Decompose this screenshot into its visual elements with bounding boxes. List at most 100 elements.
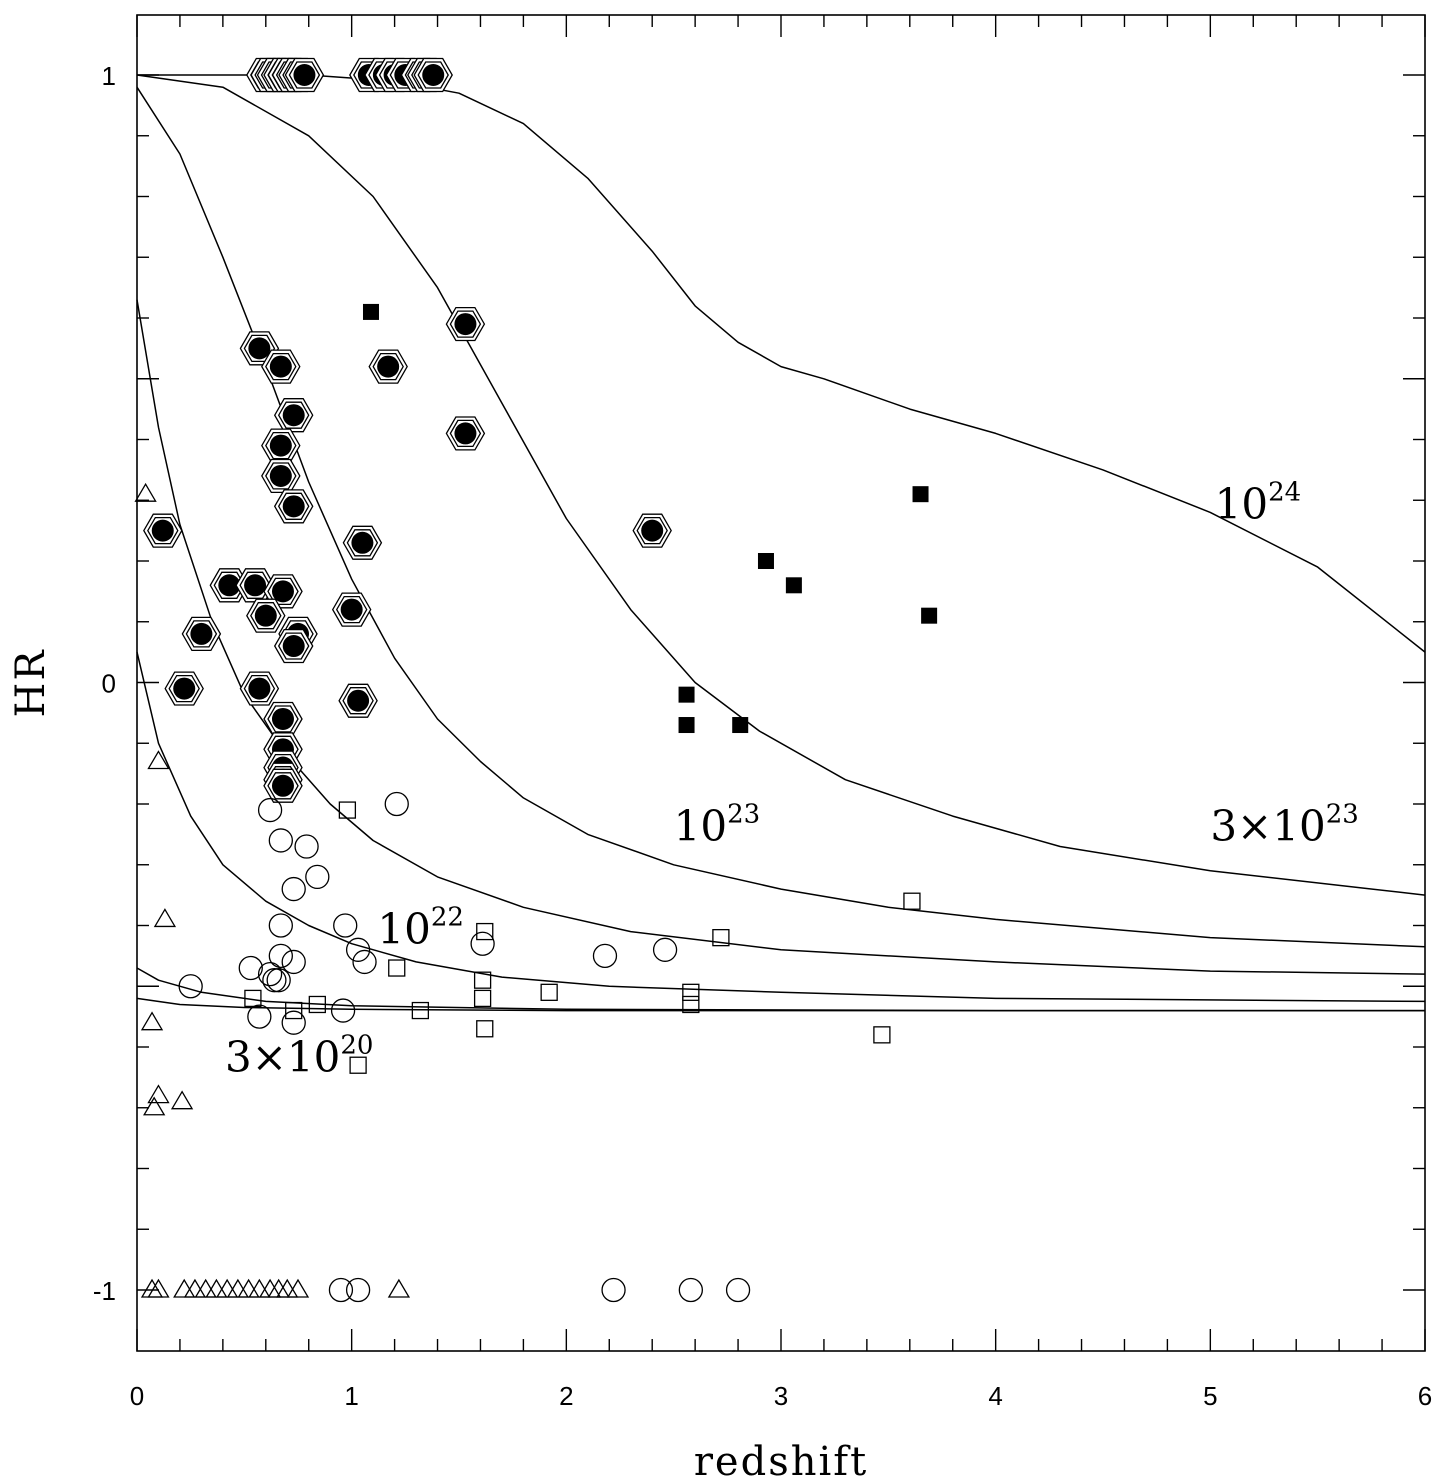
open-circle-marker bbox=[247, 1004, 272, 1029]
open-square-marker bbox=[540, 983, 558, 1001]
curve-label-3e23: 3×1023 bbox=[1210, 799, 1358, 850]
x-tick-label: 2 bbox=[559, 1381, 573, 1411]
hexdot-marker bbox=[273, 398, 314, 433]
tick-labels: 0 1 2 3 4 5 6 -1 0 1 bbox=[93, 61, 1432, 1411]
open-triangle-marker bbox=[147, 1084, 170, 1104]
open-triangle-marker bbox=[147, 1278, 170, 1298]
hexdot-marker bbox=[331, 592, 372, 627]
open-circle-marker bbox=[328, 1277, 354, 1303]
curve-label-1e24: 1024 bbox=[1215, 477, 1302, 528]
open-triangle-marker bbox=[226, 1278, 250, 1298]
open-triangle-marker bbox=[170, 1090, 194, 1110]
open-triangle-marker bbox=[286, 1278, 310, 1298]
hexdot-marker bbox=[273, 489, 314, 524]
x-tick-label: 5 bbox=[1203, 1381, 1217, 1411]
hexdot-marker bbox=[239, 671, 280, 706]
open-circle-marker bbox=[330, 998, 356, 1023]
open-circle-marker bbox=[266, 968, 291, 993]
curve-3e23 bbox=[136, 74, 1426, 896]
open-square-marker bbox=[388, 959, 406, 977]
hexdot-marker bbox=[181, 616, 222, 652]
hexdot-marker bbox=[445, 306, 486, 342]
open-circle-marker bbox=[470, 931, 495, 956]
open-circle-marker bbox=[294, 834, 319, 859]
open-triangle-marker bbox=[216, 1278, 239, 1298]
data-points bbox=[134, 57, 938, 1303]
hexdot-marker bbox=[342, 525, 383, 560]
open-circle-marker bbox=[725, 1277, 751, 1303]
open-square-marker bbox=[308, 995, 326, 1014]
hexdot-marker bbox=[263, 701, 303, 737]
open-circle-marker bbox=[268, 943, 293, 969]
open-circle-marker bbox=[238, 955, 263, 981]
plot-frame bbox=[136, 14, 1426, 1352]
curve-1e22 bbox=[136, 651, 1426, 1003]
open-circle-marker bbox=[281, 1010, 306, 1035]
y-tick-label: 1 bbox=[102, 61, 116, 91]
hexdot-marker bbox=[273, 628, 314, 664]
open-circle-marker bbox=[652, 937, 678, 962]
hexdot-marker bbox=[338, 683, 378, 718]
hexdot-marker bbox=[261, 428, 301, 463]
filled-square-marker bbox=[732, 717, 749, 734]
open-circle-marker bbox=[281, 876, 306, 902]
open-circle-marker bbox=[345, 1277, 371, 1303]
open-triangle-marker bbox=[194, 1278, 217, 1298]
open-circle-marker bbox=[281, 949, 306, 975]
hexdot-marker bbox=[413, 57, 453, 93]
open-circle-marker bbox=[268, 913, 293, 938]
open-triangle-marker bbox=[147, 750, 170, 770]
filled-square-marker bbox=[785, 577, 802, 594]
curve-1e23 bbox=[136, 86, 1426, 948]
open-circle-marker bbox=[268, 828, 293, 853]
x-tick-label: 0 bbox=[130, 1381, 144, 1411]
x-tick-label: 1 bbox=[344, 1381, 358, 1411]
open-square-marker bbox=[682, 995, 700, 1014]
axis-ticks bbox=[136, 15, 1426, 1351]
open-circle-marker bbox=[257, 961, 283, 987]
open-square-marker bbox=[244, 989, 262, 1008]
y-tick-label: 0 bbox=[102, 669, 116, 699]
x-tick-label: 3 bbox=[774, 1381, 788, 1411]
open-triangle-marker bbox=[248, 1278, 271, 1298]
curve-label-1e22: 1022 bbox=[377, 903, 464, 954]
filled-square-marker bbox=[921, 607, 938, 624]
open-square-marker bbox=[338, 801, 357, 819]
open-circle-marker bbox=[352, 949, 377, 975]
open-triangle-marker bbox=[183, 1278, 207, 1298]
open-square-marker bbox=[411, 1001, 430, 1020]
curve-labels: 3×1020 1022 1023 3×1023 1024 bbox=[225, 477, 1359, 1081]
open-triangle-marker bbox=[205, 1278, 228, 1298]
open-circle-marker bbox=[601, 1277, 626, 1303]
open-triangle-marker bbox=[143, 1096, 166, 1116]
filled-square-marker bbox=[362, 303, 379, 320]
open-circle-marker bbox=[262, 968, 287, 993]
open-triangle-marker bbox=[140, 1011, 164, 1031]
open-triangle-marker bbox=[173, 1278, 196, 1298]
hexdot-marker bbox=[246, 598, 286, 633]
open-square-marker bbox=[476, 922, 494, 941]
x-axis-title: redshift bbox=[694, 1439, 868, 1484]
open-square-marker bbox=[349, 1056, 367, 1074]
filled-square-marker bbox=[757, 553, 774, 569]
hexdot-marker bbox=[143, 513, 183, 548]
hexdot-marker bbox=[261, 458, 301, 494]
filled-square-marker bbox=[678, 686, 695, 703]
open-circle-marker bbox=[384, 791, 409, 817]
open-circle-marker bbox=[305, 864, 330, 890]
open-circle-marker bbox=[257, 797, 283, 823]
hexdot-marker bbox=[368, 349, 408, 384]
open-square-marker bbox=[473, 971, 492, 989]
open-circle-marker bbox=[333, 913, 358, 938]
open-square-marker bbox=[903, 892, 921, 910]
hexdot-marker bbox=[263, 768, 303, 803]
curve-label-1e23: 1023 bbox=[674, 799, 761, 850]
open-triangle-marker bbox=[387, 1278, 411, 1298]
open-square-marker bbox=[873, 1026, 891, 1044]
y-tick-label: -1 bbox=[93, 1276, 116, 1306]
filled-square-marker bbox=[678, 717, 695, 734]
open-circle-marker bbox=[592, 943, 618, 969]
column-density-curves bbox=[136, 74, 1426, 1012]
hexdot-marker bbox=[164, 671, 204, 706]
hexdot-marker bbox=[209, 568, 250, 603]
